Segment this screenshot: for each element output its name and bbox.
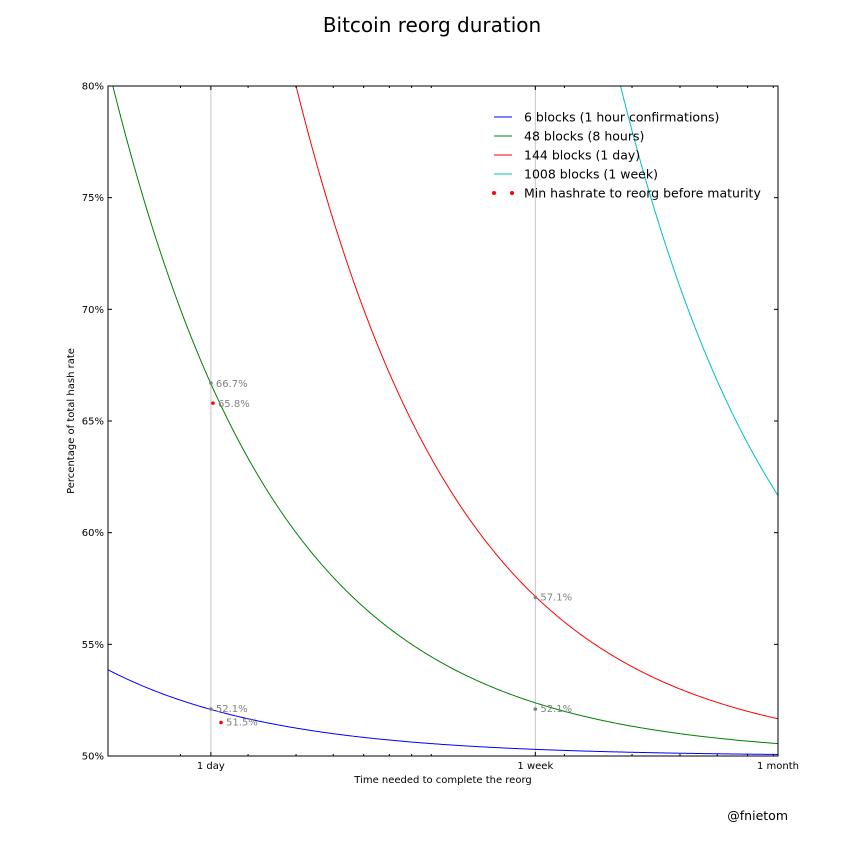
legend-entry-144-blocks: 144 blocks (1 day) bbox=[524, 148, 640, 163]
annotation-label: 66.7% bbox=[216, 379, 248, 390]
series-lines bbox=[108, 86, 778, 755]
annotation-point bbox=[533, 595, 538, 600]
ytick-label: 60% bbox=[82, 528, 104, 539]
legend-entry-maturity: Min hashrate to reorg before maturity bbox=[524, 186, 761, 201]
series-line-48-blocks bbox=[112, 86, 778, 745]
annotation-label: 52.1% bbox=[540, 704, 572, 715]
legend-marker-dot bbox=[492, 191, 496, 195]
ytick-label: 80% bbox=[82, 82, 104, 93]
gridlines bbox=[210, 86, 536, 756]
annotation-label: 52.1% bbox=[216, 704, 248, 715]
ytick-label: 70% bbox=[82, 305, 104, 316]
legend-entry-48-blocks: 48 blocks (8 hours) bbox=[524, 129, 644, 144]
ytick-label: 50% bbox=[82, 752, 104, 763]
series-line-6-blocks bbox=[108, 669, 778, 755]
legend-entry-1008-blocks: 1008 blocks (1 week) bbox=[524, 167, 658, 182]
xtick-label: 1 month bbox=[757, 761, 799, 772]
ytick-label: 65% bbox=[82, 417, 104, 428]
legend: 6 blocks (1 hour confirmations) 48 blocks… bbox=[492, 110, 761, 201]
annotation-point bbox=[209, 707, 213, 711]
annotation-point bbox=[533, 707, 538, 711]
y-tick-labels: 50% 55% 60% 65% 70% 75% 80% bbox=[82, 82, 104, 763]
series-line-1008-blocks bbox=[620, 86, 778, 496]
annotation-point bbox=[209, 381, 213, 385]
annotation-markers: 66.7% 65.8% 52.1% 51.5% 57.1% 52.1% bbox=[209, 379, 572, 729]
annotation-label: 57.1% bbox=[540, 592, 572, 603]
ytick-label: 75% bbox=[82, 193, 104, 204]
xtick-label: 1 week bbox=[517, 761, 553, 772]
series-line-144-blocks bbox=[295, 86, 778, 720]
annotation-point bbox=[219, 720, 223, 725]
annotation-point bbox=[211, 401, 215, 405]
legend-marker-dot bbox=[510, 191, 514, 195]
legend-entry-6-blocks: 6 blocks (1 hour confirmations) bbox=[524, 110, 719, 125]
chart-title: Bitcoin reorg duration bbox=[323, 13, 541, 37]
annotation-label: 51.5% bbox=[226, 718, 258, 729]
annotation-label: 65.8% bbox=[218, 399, 250, 410]
x-tick-labels: 1 day 1 week 1 month bbox=[197, 761, 799, 772]
credit-label: @fnietom bbox=[727, 808, 788, 823]
xtick-label: 1 day bbox=[197, 761, 225, 772]
axis-ticks bbox=[108, 85, 779, 757]
x-axis-label: Time needed to complete the reorg bbox=[353, 775, 531, 786]
y-axis-label: Percentage of total hash rate bbox=[66, 348, 77, 494]
ytick-label: 55% bbox=[82, 640, 104, 651]
